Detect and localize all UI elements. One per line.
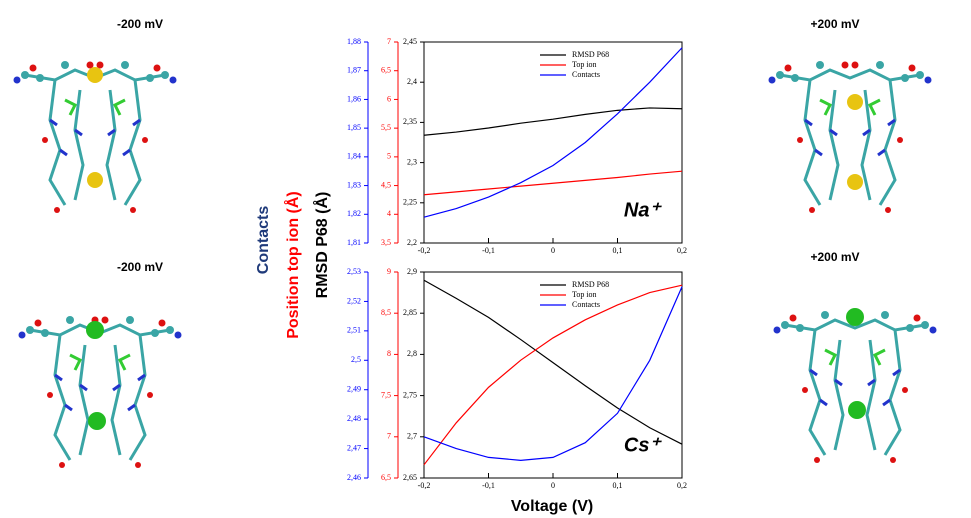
y-tick-label: 2,4 (407, 77, 417, 86)
y-tick-label: 2,51 (347, 326, 361, 335)
y-tick-label: 2,45 (403, 37, 417, 46)
y-tick-label: 1,81 (347, 238, 361, 247)
panel-label: -200 mV (117, 17, 163, 31)
x-tick-label: 0,2 (677, 481, 687, 490)
panel-label: -200 mV (117, 260, 163, 274)
y-tick-label: 2,5 (351, 355, 361, 364)
panel-label: +200 mV (810, 250, 859, 264)
y-tick-label: 6,5 (381, 473, 391, 482)
x-tick-label: 0,1 (613, 481, 623, 490)
y-tick-label: 2,52 (347, 296, 361, 305)
molecule-image (769, 61, 932, 213)
x-tick-label: 0 (551, 481, 555, 490)
y-tick-label: 2,35 (403, 117, 417, 126)
legend-label: Contacts (572, 70, 600, 79)
x-tick-label: -0,2 (418, 246, 431, 255)
y-tick-label: 2,85 (403, 308, 417, 317)
x-tick-label: 0,2 (677, 246, 687, 255)
y-tick-label: 6,5 (381, 66, 391, 75)
y-tick-label: 7 (387, 432, 391, 441)
x-axis-title: Voltage (V) (511, 498, 593, 515)
y-tick-label: 7,5 (381, 390, 391, 399)
y-axis-title: Position top ion (Å) (283, 191, 302, 339)
y-tick-label: 3,5 (381, 238, 391, 247)
legend-label: Top ion (572, 290, 597, 299)
y-tick-label: 1,82 (347, 209, 361, 218)
data-line (424, 108, 682, 135)
y-tick-label: 9 (387, 267, 391, 276)
y-tick-label: 1,84 (347, 152, 361, 161)
molecule-image (774, 308, 937, 463)
annotation: Na⁺ (624, 199, 663, 221)
y-tick-label: 5 (387, 152, 391, 161)
legend-label: RMSD P68 (572, 50, 609, 59)
y-tick-label: 1,83 (347, 180, 361, 189)
y-tick-label: 2,47 (347, 443, 361, 452)
y-tick-label: 2,7 (407, 432, 417, 441)
y-axis-title: Contacts (255, 206, 272, 275)
y-tick-label: 8 (387, 349, 391, 358)
y-tick-label: 1,87 (347, 66, 361, 75)
y-tick-label: 2,48 (347, 414, 361, 423)
y-axis-title: RMSD P68 (Å) (312, 192, 331, 299)
y-tick-label: 2,9 (407, 267, 417, 276)
y-tick-label: 1,85 (347, 123, 361, 132)
legend-label: RMSD P68 (572, 280, 609, 289)
y-tick-label: 2,53 (347, 267, 361, 276)
y-tick-label: 1,86 (347, 94, 361, 103)
y-tick-label: 4,5 (381, 180, 391, 189)
y-tick-label: 7 (387, 37, 391, 46)
y-tick-label: 2,8 (407, 349, 417, 358)
y-tick-label: 6 (387, 94, 391, 103)
legend-label: Contacts (572, 300, 600, 309)
x-tick-label: -0,1 (482, 246, 495, 255)
y-tick-label: 2,2 (407, 238, 417, 247)
x-tick-label: -0,2 (418, 481, 431, 490)
y-tick-label: 1,88 (347, 37, 361, 46)
x-tick-label: 0,1 (613, 246, 623, 255)
y-tick-label: 2,49 (347, 385, 361, 394)
molecule-image (14, 61, 177, 213)
x-tick-label: -0,1 (482, 481, 495, 490)
y-tick-label: 4 (387, 209, 391, 218)
y-tick-label: 8,5 (381, 308, 391, 317)
x-tick-label: 0 (551, 246, 555, 255)
y-tick-label: 2,65 (403, 473, 417, 482)
annotation: Cs⁺ (624, 434, 663, 456)
y-tick-label: 2,3 (407, 157, 417, 166)
y-tick-label: 2,25 (403, 198, 417, 207)
y-tick-label: 2,75 (403, 390, 417, 399)
molecule-image (19, 316, 182, 468)
legend-label: Top ion (572, 60, 597, 69)
figure: -200 mV +200 mV -200 mV +200 mV Contacts… (0, 0, 971, 518)
y-tick-label: 2,46 (347, 473, 361, 482)
panel-label: +200 mV (810, 17, 859, 31)
data-line (424, 171, 682, 195)
y-tick-label: 5,5 (381, 123, 391, 132)
